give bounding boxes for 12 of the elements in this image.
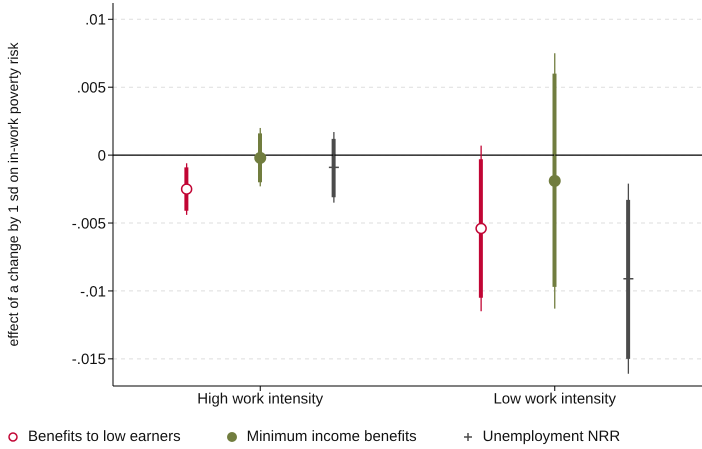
x-tick-label: High work intensity: [197, 390, 324, 408]
legend-label: Unemployment NRR: [482, 428, 620, 445]
y-tick-label: -.01: [80, 283, 106, 300]
x-tick-label: Low work intensity: [493, 390, 617, 408]
y-axis-title: effect of a change by 1 sd on in-work poverty risk: [4, 42, 21, 347]
legend-label: Minimum income benefits: [246, 428, 417, 445]
y-tick-label: .005: [76, 80, 106, 97]
legend-label: Benefits to low earners: [28, 428, 181, 445]
y-tick-label: .01: [85, 12, 106, 29]
y-tick-label: 0: [98, 147, 106, 164]
y-tick-label: -.015: [72, 351, 106, 368]
y-tick-label: -.005: [72, 215, 106, 232]
